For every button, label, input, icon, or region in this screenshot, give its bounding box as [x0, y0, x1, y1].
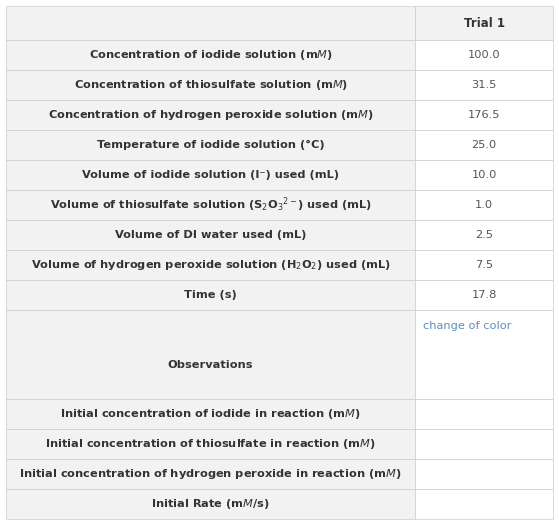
Text: 31.5: 31.5 [471, 80, 497, 90]
Text: Volume of DI water used (mL): Volume of DI water used (mL) [115, 230, 306, 240]
Bar [6, 6, 415, 40]
Bar [415, 429, 553, 459]
Text: Concentration of thiosulfate solution (m$\mathit{M}$): Concentration of thiosulfate solution (m… [74, 78, 348, 92]
Bar [415, 459, 553, 489]
Bar [6, 489, 415, 519]
Bar [6, 399, 415, 429]
Text: 10.0: 10.0 [471, 170, 497, 180]
Bar [415, 190, 553, 220]
Bar [415, 130, 553, 160]
Text: Initial concentration of thiosulfate in reaction (m$\mathit{M}$): Initial concentration of thiosulfate in … [45, 437, 376, 451]
Bar [6, 249, 415, 280]
Bar [6, 130, 415, 160]
Bar [6, 100, 415, 130]
Bar [415, 280, 553, 310]
Text: 25.0: 25.0 [471, 140, 497, 150]
Text: Concentration of hydrogen peroxide solution (m$\mathit{M}$): Concentration of hydrogen peroxide solut… [48, 108, 373, 122]
Bar [415, 249, 553, 280]
Text: change of color: change of color [423, 321, 511, 331]
Bar [6, 429, 415, 459]
Bar [415, 399, 553, 429]
Text: 2.5: 2.5 [475, 230, 493, 240]
Text: Time (s): Time (s) [184, 290, 237, 300]
Text: Concentration of iodide solution (m$\mathit{M}$): Concentration of iodide solution (m$\mat… [88, 48, 333, 62]
Bar [415, 40, 553, 70]
Bar [415, 160, 553, 190]
Text: Trial 1: Trial 1 [463, 17, 505, 30]
Bar [6, 459, 415, 489]
Bar [6, 190, 415, 220]
Text: 17.8: 17.8 [471, 290, 497, 300]
Text: Initial Rate (m$\mathit{M}$/s): Initial Rate (m$\mathit{M}$/s) [151, 497, 270, 511]
Bar [6, 40, 415, 70]
Bar [415, 100, 553, 130]
Bar [415, 70, 553, 100]
Text: 7.5: 7.5 [475, 259, 493, 270]
Text: Volume of thiosulfate solution (S$_2$O$_3$$^{2-}$) used (mL): Volume of thiosulfate solution (S$_2$O$_… [50, 196, 372, 214]
Bar [415, 489, 553, 519]
Text: Volume of iodide solution (I⁻) used (mL): Volume of iodide solution (I⁻) used (mL) [82, 170, 339, 180]
Bar [6, 280, 415, 310]
Bar [6, 220, 415, 249]
Bar [6, 70, 415, 100]
Text: 100.0: 100.0 [468, 50, 500, 60]
Bar [415, 6, 553, 40]
Text: 176.5: 176.5 [468, 110, 500, 120]
Text: Observations: Observations [168, 360, 253, 370]
Text: Initial concentration of hydrogen peroxide in reaction (m$\mathit{M}$): Initial concentration of hydrogen peroxi… [20, 467, 402, 481]
Bar [415, 220, 553, 249]
Bar [415, 310, 553, 399]
Text: Initial concentration of iodide in reaction (m$\mathit{M}$): Initial concentration of iodide in react… [60, 407, 361, 421]
Text: Volume of hydrogen peroxide solution (H$_2$O$_2$) used (mL): Volume of hydrogen peroxide solution (H$… [31, 258, 390, 271]
Bar [6, 310, 415, 399]
Text: 1.0: 1.0 [475, 200, 493, 210]
Bar [6, 160, 415, 190]
Text: Temperature of iodide solution (°C): Temperature of iodide solution (°C) [97, 140, 324, 150]
